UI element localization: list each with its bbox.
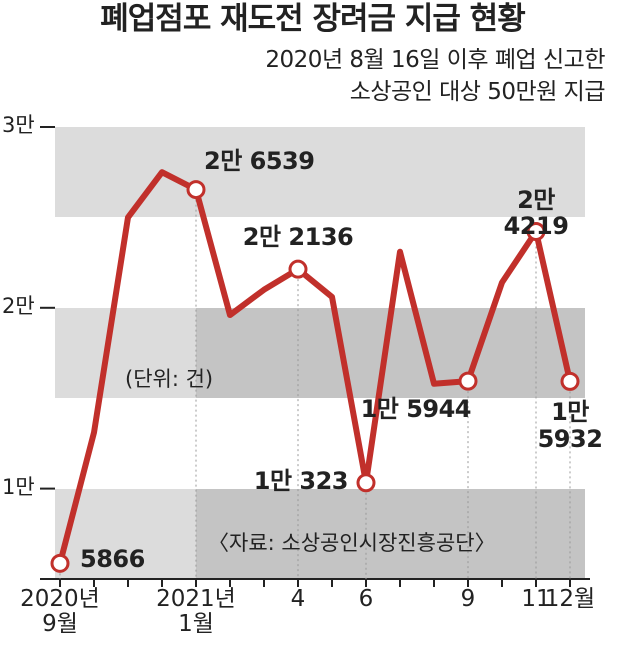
series-line [57,169,573,565]
x-tick-label: 12월 [544,586,596,612]
point [50,553,70,573]
value-label: 2만 6539 [204,146,315,175]
x-tick-label: 4 [290,586,306,612]
x-tick-label: 11 [521,586,551,612]
point [186,180,206,200]
value-label: 1만 5944 [360,395,472,424]
point [458,371,478,391]
unit-note: (단위: 건) [125,367,214,391]
subtitle: 소상공인 대상 50만원 지급 [349,79,606,105]
y-tick-label: 3만 [2,113,35,137]
band-shade [196,489,585,579]
title: 폐업점포 재도전 장려금 지급 현황 [100,1,525,37]
x-tick-label: 6 [358,586,374,612]
value-label: 5866 [80,545,145,574]
value-label: 2만 4219 [503,185,569,240]
value-label: 1만 5932 [537,398,603,453]
x-tick-label: 2021년 1월 [156,586,236,638]
y-tick-label: 2만 [2,293,35,318]
subtitle: 2020년 8월 16일 이후 폐업 신고한 [265,47,605,73]
source: 〈자료: 소상공인시장진흥공단〉 [208,531,496,555]
x-tick-label: 2020년 9월 [20,586,100,638]
point [526,222,546,242]
point [356,473,376,493]
value-label: 1만 323 [253,466,349,495]
y-tick-label: 1만 [2,474,35,499]
point [288,259,308,279]
point [560,371,580,391]
x-tick-label: 9 [460,586,476,612]
value-label: 2만 2136 [242,223,354,252]
